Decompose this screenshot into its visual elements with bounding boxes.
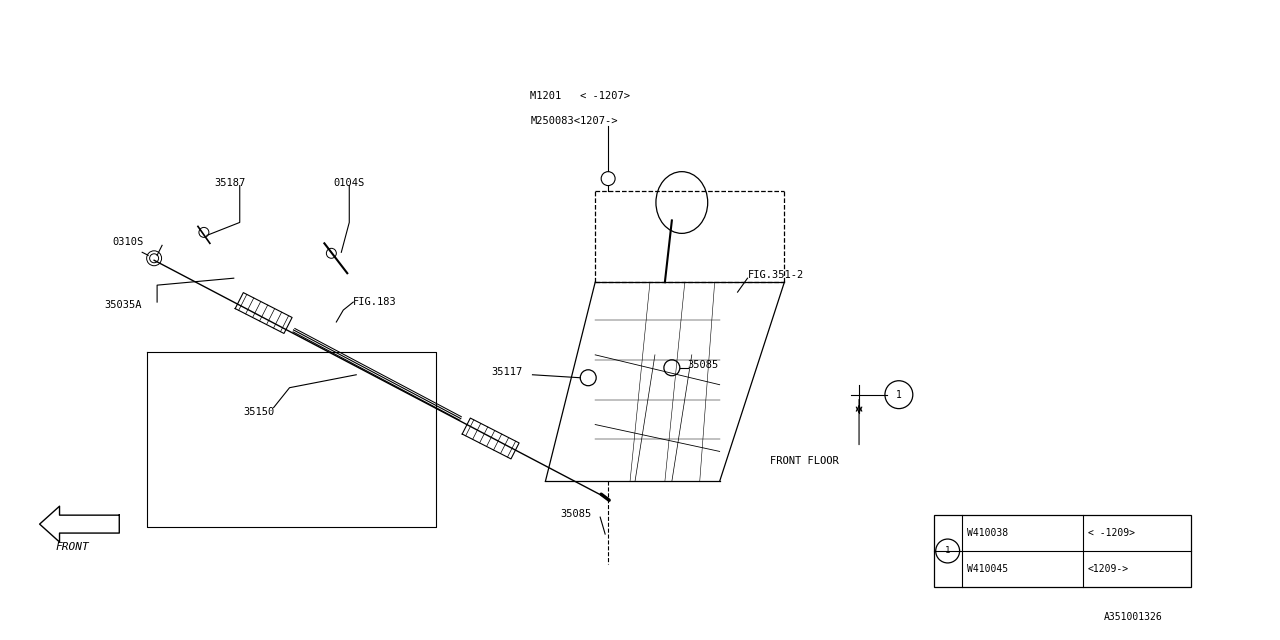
Text: A351001326: A351001326: [1103, 612, 1162, 621]
Text: 35085: 35085: [687, 360, 719, 370]
Text: 0104S: 0104S: [333, 177, 365, 188]
Text: M1201   < -1207>: M1201 < -1207>: [530, 91, 631, 101]
Text: FIG.183: FIG.183: [353, 297, 397, 307]
Text: W410045: W410045: [966, 564, 1007, 574]
Text: 35150: 35150: [243, 406, 275, 417]
Text: < -1209>: < -1209>: [1088, 528, 1135, 538]
Text: 0310S: 0310S: [113, 237, 143, 247]
Text: FRONT FLOOR: FRONT FLOOR: [769, 456, 838, 467]
Text: FRONT: FRONT: [55, 542, 90, 552]
Text: 35117: 35117: [492, 367, 522, 377]
Text: 35035A: 35035A: [105, 300, 142, 310]
Text: W410038: W410038: [966, 528, 1007, 538]
Text: 1: 1: [945, 547, 950, 556]
Bar: [933, 515, 1190, 587]
Text: 1: 1: [896, 390, 902, 399]
Text: M250083<1207->: M250083<1207->: [530, 116, 618, 126]
Text: 35187: 35187: [214, 177, 244, 188]
Text: <1209->: <1209->: [1088, 564, 1129, 574]
Text: 35085: 35085: [561, 509, 591, 519]
Text: FIG.351-2: FIG.351-2: [748, 270, 804, 280]
